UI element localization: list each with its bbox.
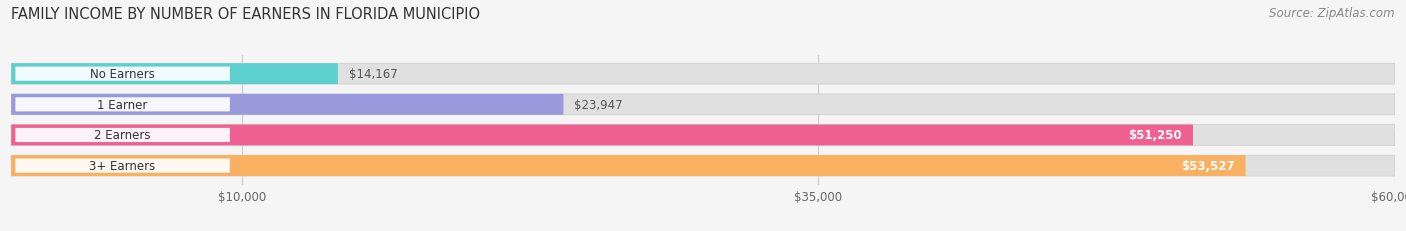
Text: 2 Earners: 2 Earners (94, 129, 150, 142)
FancyBboxPatch shape (11, 94, 1395, 115)
Text: 3+ Earners: 3+ Earners (90, 159, 156, 172)
FancyBboxPatch shape (11, 125, 1192, 146)
Text: 1 Earner: 1 Earner (97, 98, 148, 111)
Text: FAMILY INCOME BY NUMBER OF EARNERS IN FLORIDA MUNICIPIO: FAMILY INCOME BY NUMBER OF EARNERS IN FL… (11, 7, 481, 22)
Text: No Earners: No Earners (90, 68, 155, 81)
FancyBboxPatch shape (11, 155, 1246, 176)
FancyBboxPatch shape (11, 155, 1395, 176)
Text: $23,947: $23,947 (575, 98, 623, 111)
FancyBboxPatch shape (11, 64, 1395, 85)
Text: $51,250: $51,250 (1128, 129, 1182, 142)
Text: $14,167: $14,167 (349, 68, 398, 81)
Text: Source: ZipAtlas.com: Source: ZipAtlas.com (1270, 7, 1395, 20)
FancyBboxPatch shape (11, 94, 564, 115)
FancyBboxPatch shape (15, 67, 229, 81)
FancyBboxPatch shape (11, 64, 337, 85)
FancyBboxPatch shape (15, 128, 229, 143)
FancyBboxPatch shape (15, 159, 229, 173)
Text: $53,527: $53,527 (1181, 159, 1234, 172)
FancyBboxPatch shape (11, 125, 1395, 146)
FancyBboxPatch shape (15, 98, 229, 112)
